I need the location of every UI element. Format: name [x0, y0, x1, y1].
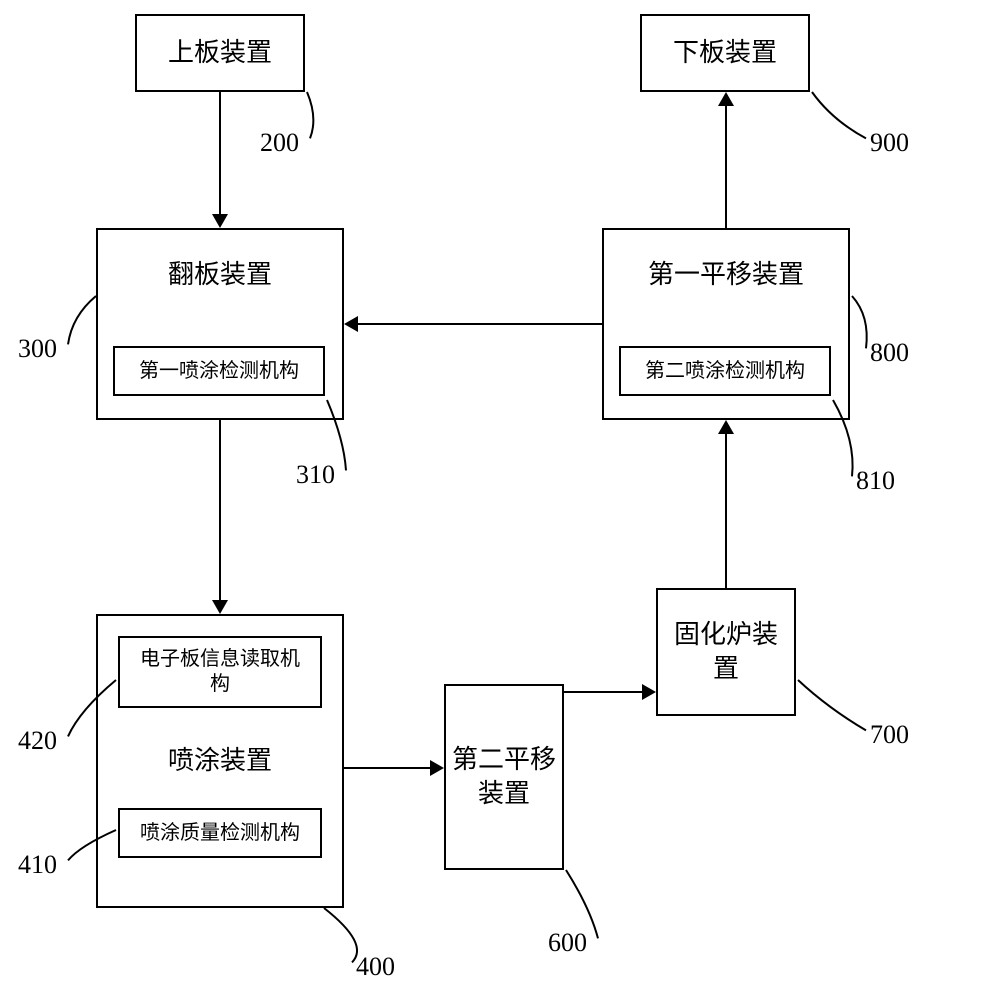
arrowhead-2 [344, 316, 358, 332]
ref-label-n900: 900 [870, 128, 909, 158]
node-title: 翻板装置 [168, 258, 272, 292]
node-title: 喷涂质量检测机构 [140, 821, 300, 846]
node-n200: 上板装置 [135, 14, 305, 92]
leader-n800 [848, 292, 874, 352]
leader-n600 [562, 866, 602, 942]
leader-n410 [64, 826, 120, 864]
node-title: 喷涂装置 [168, 744, 272, 778]
arrowhead-3 [430, 760, 444, 776]
leader-n810 [829, 396, 860, 480]
node-title: 电子板信息读取机 构 [140, 647, 300, 697]
ref-label-n300: 300 [18, 334, 57, 364]
arrow-0 [219, 92, 221, 214]
ref-label-n410: 410 [18, 850, 57, 880]
node-title: 第二喷涂检测机构 [645, 359, 805, 384]
leader-n400 [320, 904, 374, 966]
arrow-2 [358, 323, 602, 325]
arrow-4 [564, 691, 642, 693]
node-title: 固化炉装 置 [674, 618, 778, 686]
arrow-3 [344, 767, 430, 769]
node-title: 下板装置 [673, 36, 777, 70]
leader-n700 [794, 676, 870, 734]
node-title: 第一喷涂检测机构 [139, 359, 299, 384]
node-n410: 喷涂质量检测机构 [118, 808, 322, 858]
arrowhead-0 [212, 214, 228, 228]
leader-n200 [303, 88, 322, 142]
node-title: 第二平移 装置 [452, 743, 556, 811]
ref-label-n420: 420 [18, 726, 57, 756]
leader-n300 [64, 292, 100, 348]
arrowhead-5 [718, 420, 734, 434]
node-n420: 电子板信息读取机 构 [118, 636, 322, 708]
arrow-1 [219, 420, 221, 600]
leader-n900 [808, 88, 870, 142]
ref-label-n700: 700 [870, 720, 909, 750]
node-n810: 第二喷涂检测机构 [619, 346, 831, 396]
arrowhead-4 [642, 684, 656, 700]
node-n310: 第一喷涂检测机构 [113, 346, 325, 396]
leader-n310 [323, 396, 350, 474]
node-title: 上板装置 [168, 36, 272, 70]
node-title: 第一平移装置 [648, 258, 804, 292]
arrow-6 [725, 106, 727, 228]
arrowhead-1 [212, 600, 228, 614]
ref-label-n810: 810 [856, 466, 895, 496]
leader-n420 [64, 676, 120, 740]
ref-label-n800: 800 [870, 338, 909, 368]
arrowhead-6 [718, 92, 734, 106]
node-n900: 下板装置 [640, 14, 810, 92]
node-n600: 第二平移 装置 [444, 684, 564, 870]
ref-label-n200: 200 [260, 128, 299, 158]
node-n700: 固化炉装 置 [656, 588, 796, 716]
arrow-5 [725, 434, 727, 588]
